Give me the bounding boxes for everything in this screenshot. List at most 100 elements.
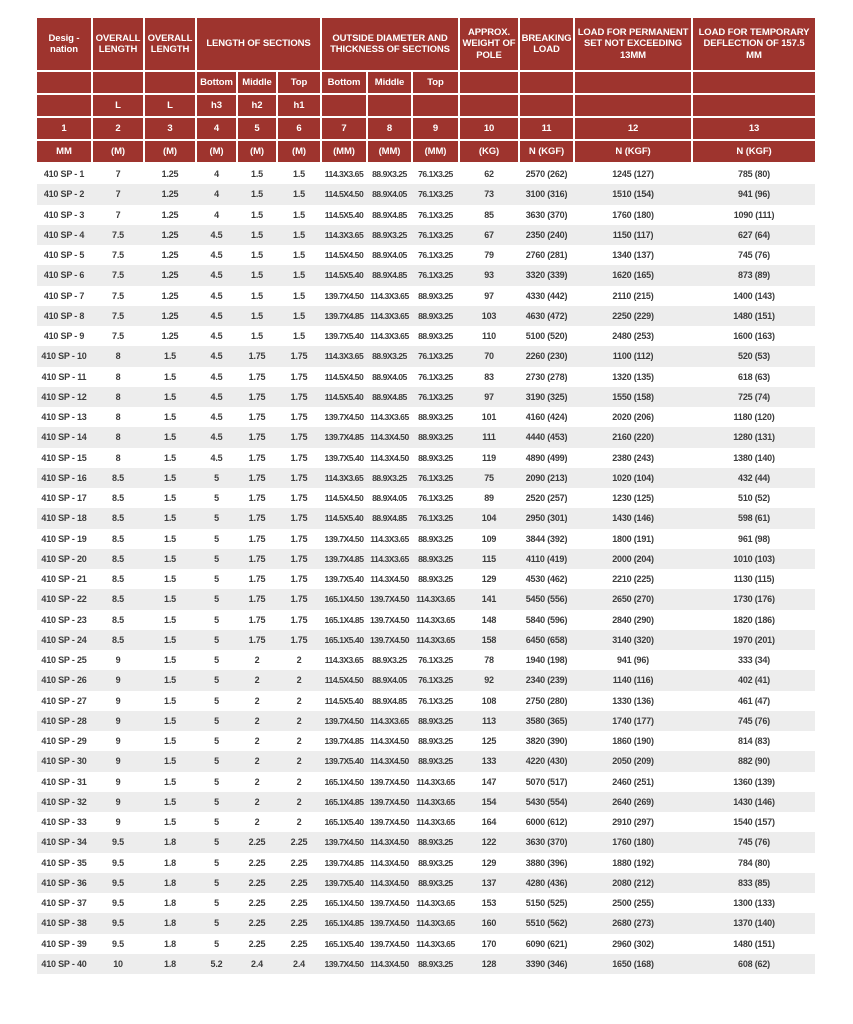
table-cell: 76.1X3.25 bbox=[418, 675, 453, 686]
header-group-cell: APPROX. WEIGHT OF POLE bbox=[460, 18, 518, 70]
header-unit-cell: (M) bbox=[278, 141, 320, 162]
table-cell: 139.7X4.50 bbox=[370, 938, 409, 949]
table-cell: 410 SP - 39 bbox=[41, 938, 87, 949]
table-cell: 410 SP - 21 bbox=[41, 574, 87, 585]
table-cell: 1.75 bbox=[248, 533, 266, 544]
table-cell: 5450 (556) bbox=[525, 594, 568, 605]
table-cell: 2 bbox=[254, 715, 260, 726]
table-cell: 4890 (499) bbox=[525, 452, 568, 463]
header-unit-cell: (KG) bbox=[460, 141, 518, 162]
table-cell: 1.75 bbox=[290, 371, 308, 382]
table-cell: 8 bbox=[115, 412, 121, 423]
table-cell: 9 bbox=[115, 675, 121, 686]
table-cell: 5100 (520) bbox=[525, 331, 568, 342]
table-cell: 88.9X3.25 bbox=[372, 169, 407, 180]
table-cell: 2.25 bbox=[290, 857, 308, 868]
table-cell: 410 SP - 9 bbox=[43, 331, 85, 342]
table-cell: 114.3X4.50 bbox=[370, 432, 409, 443]
header-section-cell bbox=[693, 72, 815, 93]
table-cell: 1.5 bbox=[293, 290, 305, 301]
table-cell: 8 bbox=[115, 432, 121, 443]
table-cell: 88.9X4.05 bbox=[372, 189, 407, 200]
table-cell: 8 bbox=[115, 371, 121, 382]
table-cell: 1150 (117) bbox=[612, 229, 654, 240]
table-cell: 1620 (165) bbox=[612, 270, 654, 281]
table-cell: 139.7X4.50 bbox=[370, 918, 409, 929]
table-row: 410 SP - 37 9.5 1.8 5 2.25 2.25 165.1X4.50 139.… bbox=[37, 893, 815, 914]
table-cell: 114.3X3.65 bbox=[416, 634, 455, 645]
table-row: 410 SP - 7 7.5 1.25 4.5 1.5 1.5 139.7X4.50 114.… bbox=[37, 285, 815, 306]
table-cell: 76.1X3.25 bbox=[418, 169, 453, 180]
table-cell: 88.9X4.05 bbox=[372, 493, 407, 504]
table-cell: 432 (44) bbox=[738, 472, 770, 483]
table-cell: 4330 (442) bbox=[525, 290, 568, 301]
header-symbol-cell bbox=[413, 95, 458, 116]
table-cell: 1.25 bbox=[161, 229, 179, 240]
table-cell: 1860 (190) bbox=[612, 736, 654, 747]
table-cell: 76.1X3.25 bbox=[418, 189, 453, 200]
table-cell: 1.75 bbox=[248, 452, 266, 463]
header-unit-cell: N (KGF) bbox=[520, 141, 573, 162]
table-cell: 2950 (301) bbox=[525, 513, 568, 524]
table-cell: 8.5 bbox=[112, 533, 124, 544]
table-cell: 1.75 bbox=[290, 351, 308, 362]
table-cell: 8.5 bbox=[112, 493, 124, 504]
table-row: 410 SP - 39 9.5 1.8 5 2.25 2.25 165.1X5.40 139.… bbox=[37, 933, 815, 954]
table-cell: 5840 (596) bbox=[525, 614, 568, 625]
table-cell: 784 (80) bbox=[738, 857, 770, 868]
header-colnum-cell: 10 bbox=[460, 118, 518, 139]
table-cell: 1.25 bbox=[161, 331, 179, 342]
table-cell: 1.5 bbox=[164, 553, 176, 564]
table-cell: 2 bbox=[254, 736, 260, 747]
table-cell: 1.25 bbox=[161, 209, 179, 220]
header-section-cell bbox=[93, 72, 143, 93]
header-section-cell: Top bbox=[278, 72, 320, 93]
table-cell: 410 SP - 1 bbox=[43, 169, 85, 180]
table-cell: 2 bbox=[254, 817, 260, 828]
table-cell: 1.25 bbox=[161, 290, 179, 301]
table-cell: 941 (96) bbox=[617, 655, 649, 666]
table-cell: 114.5X5.40 bbox=[324, 391, 364, 402]
table-cell: 2 bbox=[296, 655, 302, 666]
table-cell: 1.5 bbox=[164, 634, 176, 645]
table-cell: 1245 (127) bbox=[612, 169, 654, 180]
table-row: 410 SP - 12 8 1.5 4.5 1.75 1.75 114.5X5.40 88.9… bbox=[37, 386, 815, 407]
table-cell: 1.5 bbox=[251, 270, 263, 281]
table-cell: 785 (80) bbox=[738, 169, 770, 180]
table-row: 410 SP - 31 9 1.5 5 2 2 165.1X4.50 139.7X4.50 11… bbox=[37, 771, 815, 792]
table-cell: 114.3X4.50 bbox=[370, 756, 409, 767]
table-cell: 882 (90) bbox=[738, 756, 770, 767]
table-cell: 410 SP - 27 bbox=[41, 695, 87, 706]
table-cell: 114.3X4.50 bbox=[370, 958, 409, 969]
table-cell: 1550 (158) bbox=[612, 391, 654, 402]
table-cell: 141 bbox=[481, 594, 497, 605]
table-cell: 1970 (201) bbox=[733, 634, 775, 645]
table-cell: 1.5 bbox=[293, 331, 305, 342]
table-cell: 114.3X3.65 bbox=[324, 351, 364, 362]
table-row: 410 SP - 33 9 1.5 5 2 2 165.1X5.40 139.7X4.50 11… bbox=[37, 812, 815, 833]
table-cell: 410 SP - 3 bbox=[43, 209, 85, 220]
table-cell: 114.5X4.50 bbox=[324, 493, 364, 504]
table-row: 410 SP - 29 9 1.5 5 2 2 139.7X4.85 114.3X4.50 88… bbox=[37, 731, 815, 752]
table-cell: 103 bbox=[481, 310, 497, 321]
header-colnum-cell: 12 bbox=[575, 118, 691, 139]
table-cell: 833 (85) bbox=[738, 877, 770, 888]
header-section-cell: Top bbox=[413, 72, 458, 93]
header-group-cell: LENGTH OF SECTIONS bbox=[197, 18, 320, 70]
table-cell: 9 bbox=[115, 695, 121, 706]
table-cell: 4.5 bbox=[210, 391, 223, 402]
table-cell: 4.5 bbox=[210, 452, 223, 463]
table-row: 410 SP - 6 7.5 1.25 4.5 1.5 1.5 114.5X5.40 88.9… bbox=[37, 265, 815, 286]
table-cell: 3820 (390) bbox=[525, 736, 568, 747]
table-cell: 1760 (180) bbox=[612, 209, 654, 220]
table-cell: 4 bbox=[214, 209, 219, 220]
table-cell: 2160 (220) bbox=[612, 432, 654, 443]
table-cell: 139.7X4.85 bbox=[324, 553, 364, 564]
table-cell: 2500 (255) bbox=[612, 898, 654, 909]
table-cell: 410 SP - 13 bbox=[41, 412, 87, 423]
table-cell: 7.5 bbox=[112, 310, 124, 321]
table-cell: 76.1X3.25 bbox=[418, 472, 453, 483]
table-cell: 137 bbox=[481, 877, 497, 888]
table-row: 410 SP - 28 9 1.5 5 2 2 139.7X4.50 114.3X3.65 88… bbox=[37, 710, 815, 731]
table-cell: 2 bbox=[254, 796, 260, 807]
